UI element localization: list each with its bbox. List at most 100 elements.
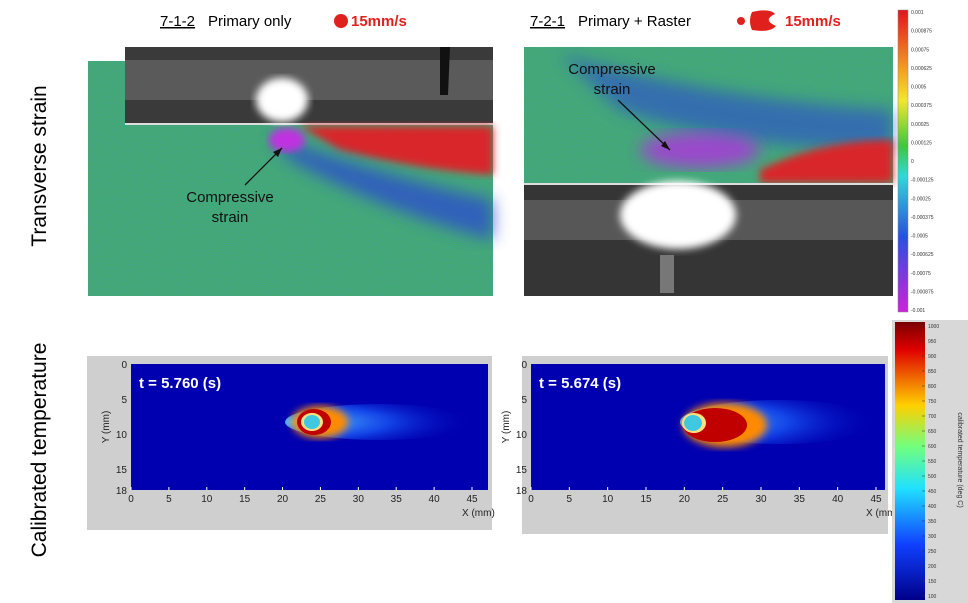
y-axis-label: Y (mm) bbox=[501, 411, 512, 444]
temperature-scale-label: 450 bbox=[928, 489, 937, 495]
sample-label: Primary + Raster bbox=[578, 13, 691, 30]
temperature-scale-label: 700 bbox=[928, 414, 937, 420]
sample-id: 7-1-2 bbox=[160, 13, 195, 30]
strain-scale-label: -0.0005 bbox=[911, 234, 928, 240]
strain-scale-label: 0.00075 bbox=[911, 47, 929, 53]
temperature-scale-label: 200 bbox=[928, 564, 937, 570]
x-tick-label: 40 bbox=[429, 494, 441, 505]
sample-id: 7-2-1 bbox=[530, 13, 565, 30]
y-tick-label: 18 bbox=[516, 486, 528, 497]
x-tick-label: 35 bbox=[391, 494, 403, 505]
temperature-scale-label: 600 bbox=[928, 444, 937, 450]
x-tick-label: 25 bbox=[315, 494, 327, 505]
x-tick-label: 35 bbox=[794, 494, 806, 505]
strain-scale-label: -0.000875 bbox=[911, 289, 934, 295]
x-tick-label: 10 bbox=[602, 494, 614, 505]
strain-scale: 0.001 0.000875 0.00075 0.000625 0.0005 0.0003… bbox=[911, 10, 934, 314]
sample-label: Primary only bbox=[208, 13, 292, 30]
speed: 15mm/s bbox=[785, 13, 841, 30]
x-axis-label: X (mm) bbox=[866, 508, 899, 519]
annotation-line: Compressive bbox=[186, 189, 274, 206]
strain-scale-label: 0.00025 bbox=[911, 122, 929, 128]
x-tick-label: 45 bbox=[870, 494, 882, 505]
raster-icon bbox=[750, 10, 776, 31]
y-axis-label: Y (mm) bbox=[101, 411, 112, 444]
temperature-colorbar bbox=[895, 322, 925, 600]
x-tick-label: 45 bbox=[466, 494, 478, 505]
strain-scale-label: 0.001 bbox=[911, 10, 924, 16]
temperature-scale-label: 400 bbox=[928, 504, 937, 510]
annotation-line: Compressive bbox=[568, 61, 656, 78]
time-label: t = 5.674 (s) bbox=[539, 375, 621, 392]
colorbar-title: calibrated temperature (deg C) bbox=[956, 412, 963, 507]
temperature-scale-label: 100 bbox=[928, 594, 937, 600]
strain-colorbar bbox=[897, 9, 909, 313]
strain-scale-label: 0.000625 bbox=[911, 66, 932, 72]
y-tick-label: 15 bbox=[116, 465, 128, 476]
y-tick-label: 0 bbox=[521, 360, 527, 371]
temperature-scale-label: 500 bbox=[928, 474, 937, 480]
strain-scale-label: -0.00025 bbox=[911, 196, 931, 202]
annotation-line: strain bbox=[594, 81, 631, 98]
x-tick-label: 5 bbox=[567, 494, 573, 505]
speed: 15mm/s bbox=[351, 13, 407, 30]
x-tick-label: 10 bbox=[201, 494, 213, 505]
y-tick-label: 10 bbox=[516, 430, 528, 441]
temperature-scale-label: 550 bbox=[928, 459, 937, 465]
y-tick-label: 5 bbox=[521, 395, 527, 406]
strain-scale-label: 0.000875 bbox=[911, 29, 932, 35]
temperature-plot: t = 5.760 (s) 0 5 10 15 20 25 30 35 40 45 X (mm) 0 5… bbox=[87, 356, 495, 530]
temperature-scale-label: 250 bbox=[928, 549, 937, 555]
y-tick-label: 0 bbox=[121, 360, 127, 371]
temperature-scale-label: 1000 bbox=[928, 324, 939, 330]
spot-icon bbox=[737, 17, 745, 25]
temperature-scale-label: 300 bbox=[928, 534, 937, 540]
strain-scale-label: 0.000375 bbox=[911, 103, 932, 109]
x-tick-label: 15 bbox=[640, 494, 652, 505]
x-tick-label: 5 bbox=[166, 494, 172, 505]
temperature-scale-label: 750 bbox=[928, 399, 937, 405]
strain-scale-label: -0.00075 bbox=[911, 271, 931, 277]
x-tick-label: 20 bbox=[277, 494, 289, 505]
x-tick-label: 20 bbox=[679, 494, 691, 505]
strain-image bbox=[88, 47, 493, 296]
x-tick-label: 15 bbox=[239, 494, 251, 505]
temperature-scale-label: 850 bbox=[928, 369, 937, 375]
temperature-scale-label: 800 bbox=[928, 384, 937, 390]
strain-scale-label: -0.000625 bbox=[911, 252, 934, 258]
row-label: Calibrated temperature bbox=[28, 343, 51, 558]
spot-icon bbox=[334, 14, 348, 28]
temperature-scale-label: 650 bbox=[928, 429, 937, 435]
x-tick-label: 30 bbox=[755, 494, 767, 505]
x-axis-label: X (mm) bbox=[462, 508, 495, 519]
y-tick-label: 5 bbox=[121, 395, 127, 406]
temperature-scale-label: 950 bbox=[928, 339, 937, 345]
strain-scale-label: 0.000125 bbox=[911, 140, 932, 146]
strain-scale-label: 0.0005 bbox=[911, 85, 927, 91]
strain-scale-label: 0 bbox=[911, 159, 914, 165]
annotation-line: strain bbox=[212, 209, 249, 226]
y-tick-label: 18 bbox=[116, 486, 128, 497]
annotation: Compressive strain bbox=[568, 61, 671, 151]
time-label: t = 5.760 (s) bbox=[139, 375, 221, 392]
x-tick-label: 25 bbox=[717, 494, 729, 505]
temperature-scale-label: 900 bbox=[928, 354, 937, 360]
x-tick-label: 0 bbox=[128, 494, 134, 505]
annotation: Compressive strain bbox=[186, 147, 283, 226]
temperature-scale-label: 150 bbox=[928, 579, 937, 585]
x-tick-label: 0 bbox=[528, 494, 534, 505]
strain-scale-label: -0.001 bbox=[911, 308, 925, 314]
x-tick-label: 40 bbox=[832, 494, 844, 505]
strain-image bbox=[524, 47, 893, 296]
y-tick-label: 15 bbox=[516, 465, 528, 476]
temperature-scale: 1000 950 900 850 800 750 700 650 600 550 500 450 400… bbox=[922, 324, 939, 600]
temperature-scale-label: 350 bbox=[928, 519, 937, 525]
strain-scale-label: -0.000125 bbox=[911, 178, 934, 184]
temperature-plot: t = 5.674 (s) 0 5 10 15 20 25 30 35 40 45 X (mm) 0 5… bbox=[501, 356, 899, 534]
x-tick-label: 30 bbox=[353, 494, 365, 505]
y-tick-label: 10 bbox=[116, 430, 128, 441]
row-label: Transverse strain bbox=[28, 85, 51, 246]
strain-scale-label: -0.000375 bbox=[911, 215, 934, 221]
